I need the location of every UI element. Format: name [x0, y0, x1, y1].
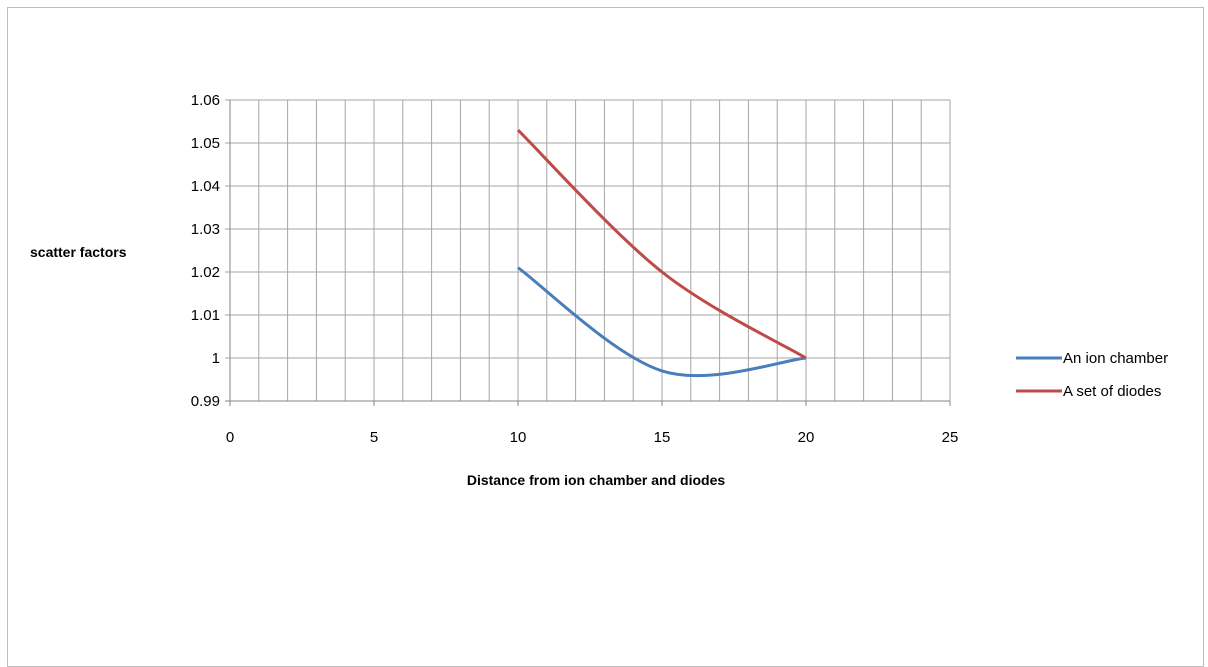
series-line-diodes: [516, 129, 807, 360]
x-tick-label: 20: [798, 429, 815, 446]
x-tick-label: 25: [942, 429, 959, 446]
legend-item-diodes: A set of diodes: [1016, 383, 1161, 400]
series-line-ion-chamber: [517, 266, 807, 378]
y-tick-label: 1: [212, 350, 220, 367]
x-tick-label: 0: [226, 429, 234, 446]
y-tick-label: 1.01: [191, 307, 220, 324]
y-tick-label: 0.99: [191, 393, 220, 410]
gridlines: [225, 99, 951, 401]
y-tick-label: 1.06: [191, 92, 220, 109]
axes: [225, 100, 951, 406]
x-tick-label: 15: [654, 429, 671, 446]
y-tick-label: 1.03: [191, 221, 220, 238]
y-tick-label: 1.04: [191, 178, 220, 195]
y-tick-label: 1.05: [191, 135, 220, 152]
x-tick-label: 5: [370, 429, 378, 446]
y-axis-title: scatter factors: [30, 244, 127, 260]
legend-label-ion-chamber: An ion chamber: [1063, 350, 1168, 367]
legend-item-ion-chamber: An ion chamber: [1016, 350, 1168, 367]
x-axis-title: Distance from ion chamber and diodes: [467, 472, 725, 488]
tick-labels: 0.99 1 1.01 1.02 1.03 1.04 1.05 1.06 0 5 10 15 20 25: [191, 92, 959, 446]
y-tick-label: 1.02: [191, 264, 220, 281]
legend: An ion chamber A set of diodes: [1016, 350, 1168, 400]
x-tick-label: 10: [510, 429, 527, 446]
legend-label-diodes: A set of diodes: [1063, 383, 1161, 400]
chart-frame: [7, 7, 1204, 667]
series-lines: [516, 129, 807, 378]
